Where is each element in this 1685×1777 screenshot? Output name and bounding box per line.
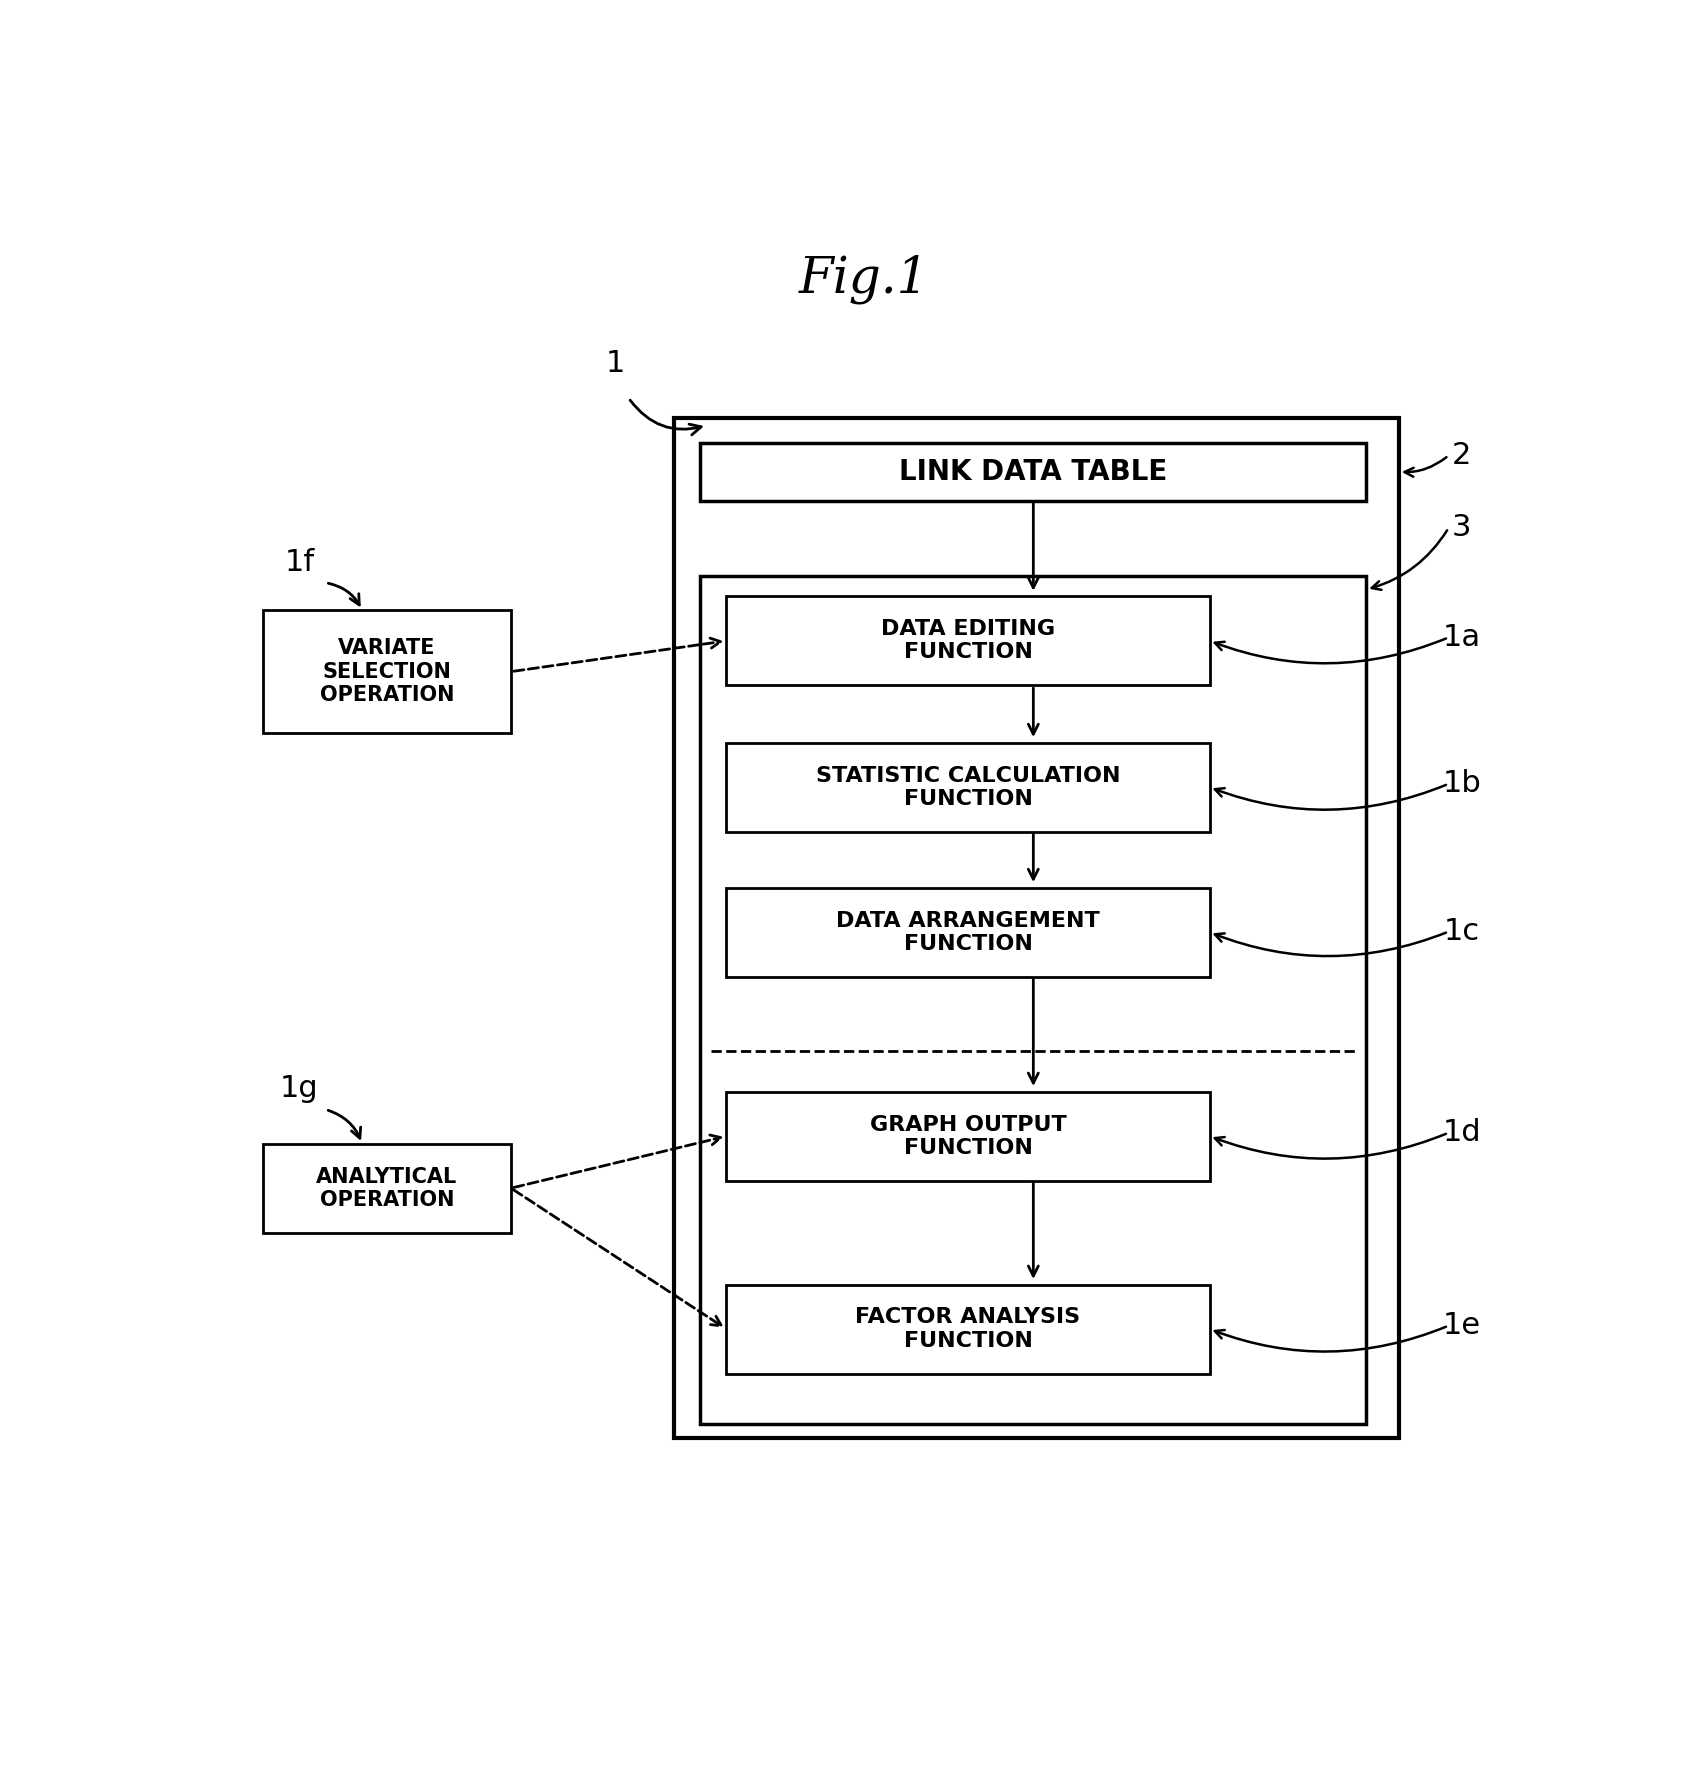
Text: DATA ARRANGEMENT
FUNCTION: DATA ARRANGEMENT FUNCTION <box>836 910 1100 954</box>
Bar <box>726 1091 1210 1180</box>
Text: FACTOR ANALYSIS
FUNCTION: FACTOR ANALYSIS FUNCTION <box>856 1308 1080 1351</box>
Text: VARIATE
SELECTION
OPERATION: VARIATE SELECTION OPERATION <box>320 638 455 705</box>
Bar <box>726 597 1210 686</box>
Bar <box>726 743 1210 832</box>
Text: 1: 1 <box>607 350 625 379</box>
Bar <box>726 1285 1210 1374</box>
Text: 1b: 1b <box>1442 769 1481 798</box>
Text: 1c: 1c <box>1444 917 1479 945</box>
Bar <box>674 419 1399 1438</box>
Bar <box>263 610 511 734</box>
Text: Fig.1: Fig.1 <box>799 254 928 304</box>
Text: 1d: 1d <box>1442 1118 1481 1148</box>
Text: 1g: 1g <box>280 1075 318 1104</box>
Bar <box>726 888 1210 977</box>
Text: 1a: 1a <box>1442 624 1481 652</box>
Text: DATA EDITING
FUNCTION: DATA EDITING FUNCTION <box>881 618 1055 663</box>
Text: 1f: 1f <box>285 547 315 578</box>
Text: LINK DATA TABLE: LINK DATA TABLE <box>900 458 1168 485</box>
Text: GRAPH OUTPUT
FUNCTION: GRAPH OUTPUT FUNCTION <box>869 1114 1067 1159</box>
Text: STATISTIC CALCULATION
FUNCTION: STATISTIC CALCULATION FUNCTION <box>816 766 1121 809</box>
Text: 2: 2 <box>1452 441 1471 469</box>
Text: ANALYTICAL
OPERATION: ANALYTICAL OPERATION <box>317 1166 458 1210</box>
Text: 3: 3 <box>1452 514 1471 542</box>
Bar <box>701 442 1367 501</box>
Text: 1e: 1e <box>1442 1311 1481 1340</box>
Bar <box>263 1144 511 1233</box>
Bar <box>701 576 1367 1423</box>
